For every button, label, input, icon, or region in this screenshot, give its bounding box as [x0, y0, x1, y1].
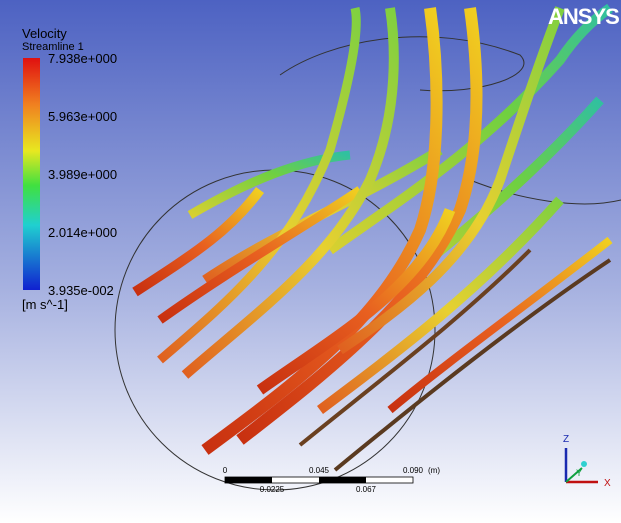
y-axis-tip	[581, 461, 587, 467]
streamlines	[132, 3, 613, 472]
z-label: Z	[563, 434, 569, 445]
y-label: Y	[576, 468, 582, 478]
y-axis	[565, 467, 583, 483]
axis-triad: Z Y X	[563, 434, 611, 489]
scale-label: 0.067	[356, 485, 377, 494]
streamline	[236, 7, 483, 445]
streamline	[187, 150, 351, 219]
x-label: X	[604, 478, 611, 489]
scale-bar-segment	[225, 477, 272, 483]
scale-label: 0.090	[403, 466, 424, 475]
scale-label: 0.045	[309, 466, 330, 475]
scale-bar: 0 0.045 0.090 (m) 0.0225 0.067	[223, 466, 441, 494]
scale-unit: (m)	[428, 466, 440, 475]
legend-label: 7.938e+000	[48, 51, 117, 66]
legend-unit: [m s^-1]	[22, 297, 68, 312]
streamline	[157, 186, 363, 324]
streamline	[387, 236, 613, 414]
colorbar	[23, 58, 40, 290]
legend-label: 3.989e+000	[48, 167, 117, 182]
streamline	[181, 7, 399, 379]
legend-title: Velocity	[22, 26, 67, 41]
outline-arc	[469, 179, 621, 205]
legend-label: 5.963e+000	[48, 109, 117, 124]
scale-label: 0	[223, 466, 228, 475]
scale-label: 0.0225	[260, 485, 285, 494]
streamline	[337, 6, 565, 355]
legend-label: 2.014e+000	[48, 225, 117, 240]
logo: ANSYS	[548, 4, 619, 29]
streamline	[298, 248, 532, 447]
streamline	[132, 186, 264, 297]
streamline	[157, 7, 361, 364]
streamline	[201, 7, 443, 455]
legend-label: 3.935e-002	[48, 283, 114, 298]
streamline	[327, 3, 613, 255]
streamline	[316, 196, 564, 414]
streamline	[333, 258, 612, 472]
legend: Velocity Streamline 1 7.938e+000 5.963e+…	[22, 26, 117, 312]
streamline	[256, 208, 456, 395]
legend-subtitle: Streamline 1	[22, 41, 84, 53]
scale-bar-segment	[319, 477, 366, 483]
